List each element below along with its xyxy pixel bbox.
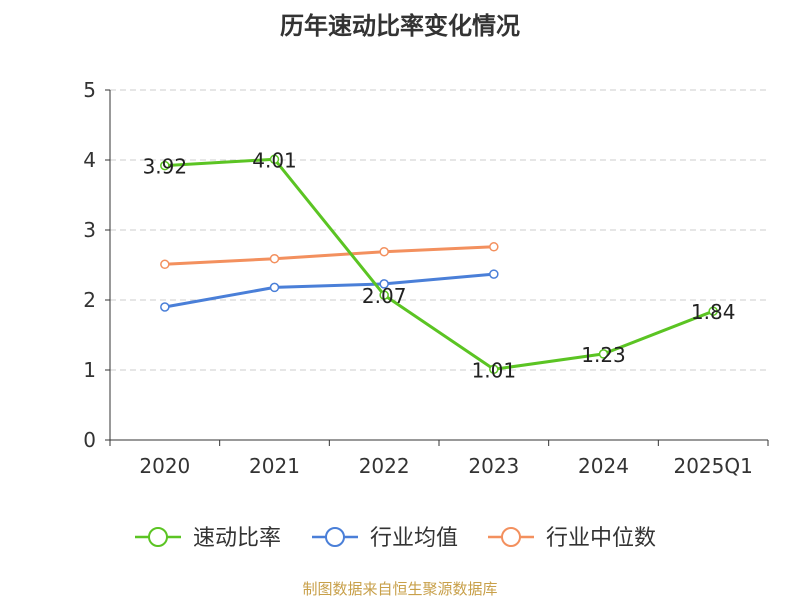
legend-marker (148, 527, 168, 547)
data-label: 3.92 (143, 155, 188, 179)
x-tick-label: 2025Q1 (673, 454, 752, 478)
y-tick-label: 4 (83, 148, 96, 172)
y-tick-label: 1 (83, 358, 96, 382)
series-line-0 (164, 157, 714, 371)
data-point (379, 246, 389, 257)
legend-label: 行业中位数 (546, 526, 656, 551)
x-tick-label: 2021 (249, 454, 300, 478)
legend-label: 速动比率 (193, 526, 281, 551)
data-point (379, 290, 389, 300)
data-label: 1.84 (691, 300, 736, 324)
data-point (489, 364, 499, 375)
y-tick-label: 5 (83, 78, 96, 102)
legend: 速动比率 行业均值 行业中位数 (135, 526, 656, 551)
source-note: 制图数据来自恒生聚源数据库 (302, 580, 498, 598)
y-tick-label: 2 (83, 288, 96, 312)
data-point (598, 349, 609, 359)
data-point (269, 154, 280, 165)
data-point (489, 242, 499, 252)
series-line-2 (164, 245, 494, 266)
chart-title: 历年速动比率变化情况 (280, 12, 520, 40)
x-tick-label: 2023 (468, 454, 519, 478)
x-tick-label: 2024 (578, 454, 629, 478)
series-layer (160, 154, 718, 375)
series-line-1 (164, 272, 494, 309)
data-point (269, 253, 280, 264)
data-point (489, 269, 499, 279)
legend-label: 行业均值 (370, 526, 458, 551)
data-point (160, 160, 170, 171)
data-point (160, 302, 170, 312)
data-label: 4.01 (252, 148, 297, 172)
data-label: 1.01 (472, 358, 517, 382)
data-point (379, 279, 389, 289)
data-point (708, 306, 718, 316)
x-tick-label: 2020 (139, 454, 190, 478)
x-tick-label: 2022 (359, 454, 410, 478)
data-label: 2.07 (362, 284, 407, 308)
axes: 0 1 2 3 4 5 2020 2021 2022 2023 2024 2025Q1 (83, 78, 769, 478)
legend-marker (501, 527, 521, 547)
legend-marker (325, 527, 345, 547)
data-point (269, 282, 280, 293)
data-point (160, 259, 170, 270)
data-label: 1.23 (581, 343, 626, 367)
y-tick-label: 3 (83, 218, 96, 242)
y-tick-label: 0 (83, 428, 96, 452)
data-labels: 3.92 4.01 2.07 1.01 1.23 1.84 (143, 148, 736, 382)
